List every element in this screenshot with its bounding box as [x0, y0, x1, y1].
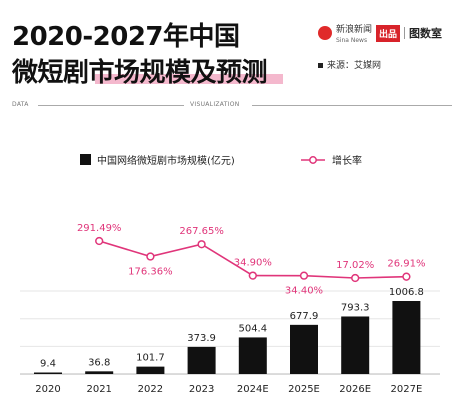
- growth-point-2021: [95, 236, 104, 246]
- data-label: DATA: [12, 101, 29, 108]
- legend-bar-label: 中国网络微短剧市场规模(亿元): [97, 156, 235, 167]
- growth-label-2022: 176.36%: [128, 267, 173, 278]
- growth-label-2024E: 34.90%: [234, 258, 272, 269]
- bar-value-label-2023: 373.9: [187, 333, 216, 344]
- viz-label: VISUALIZATION: [190, 101, 240, 108]
- brand-name: 新浪新闻 Sina News: [336, 24, 373, 44]
- bar-2022: [136, 366, 165, 374]
- source-square-icon: [318, 63, 323, 68]
- rule-line-right: [252, 105, 452, 106]
- bar-value-label-2020: 9.4: [40, 359, 56, 370]
- legend-bar-swatch: [80, 154, 91, 165]
- brand-bar: 新浪新闻 Sina News 出品 图数室: [318, 22, 442, 44]
- x-tick-label-2022: 2022: [138, 384, 163, 395]
- bar-value-label-2025E: 677.9: [290, 311, 319, 322]
- bar-2026E: [341, 316, 370, 374]
- x-tick-label-2023: 2023: [189, 384, 214, 395]
- growth-point-2027E: [402, 272, 411, 281]
- brand-tag: 出品: [376, 24, 401, 42]
- brand-divider: [404, 27, 406, 39]
- growth-label-2026E: 17.02%: [336, 260, 374, 271]
- bar-value-label-2022: 101.7: [136, 353, 165, 364]
- x-tick-label-2025E: 2025E: [288, 384, 320, 395]
- title-highlight: [95, 74, 283, 84]
- legend-line-swatch: [301, 155, 325, 164]
- brand-studio: 图数室: [409, 27, 443, 40]
- bar-2024E: [238, 337, 267, 374]
- legend-line-label: 增长率: [332, 156, 362, 167]
- bar-2021: [85, 371, 114, 374]
- chart-title-line2: 微短剧市场规模及预测: [12, 58, 268, 88]
- x-tick-label-2026E: 2026E: [339, 384, 371, 395]
- legend-bar: 中国网络微短剧市场规模(亿元): [80, 152, 235, 167]
- bar-2027E: [392, 301, 421, 374]
- bar-value-label-2026E: 793.3: [341, 302, 370, 313]
- source-note: 来源：艾媒网: [318, 58, 381, 71]
- rule-line-left: [38, 105, 184, 106]
- bar-value-label-2021: 36.8: [88, 357, 110, 368]
- legend-line: 增长率: [300, 152, 362, 167]
- bar-2020: [34, 372, 62, 374]
- chart-title-line1: 2020-2027年中国: [12, 22, 240, 52]
- growth-point-2023: [197, 240, 206, 249]
- bar-value-label-2024E: 504.4: [238, 323, 267, 334]
- growth-point-2024E: [248, 271, 257, 280]
- growth-point-2026E: [351, 273, 360, 283]
- growth-label-2023: 267.65%: [179, 226, 224, 237]
- growth-point-2022: [146, 252, 155, 261]
- data-visualization-rule: DATA VISUALIZATION: [12, 101, 452, 110]
- x-tick-label-2027E: 2027E: [391, 384, 423, 395]
- x-tick-label-2024E: 2024E: [237, 384, 269, 395]
- sina-logo-icon: [318, 26, 332, 40]
- growth-point-2025E: [299, 271, 309, 280]
- growth-label-2021: 291.49%: [77, 223, 122, 234]
- bar-2023: [187, 346, 216, 374]
- bar-value-label-2027E: 1006.8: [389, 287, 424, 298]
- growth-label-2025E: 34.40%: [285, 286, 323, 297]
- growth-label-2027E: 26.91%: [387, 259, 425, 270]
- bar-2025E: [290, 324, 318, 374]
- x-tick-label-2020: 2020: [35, 384, 60, 395]
- x-tick-label-2021: 2021: [86, 384, 111, 395]
